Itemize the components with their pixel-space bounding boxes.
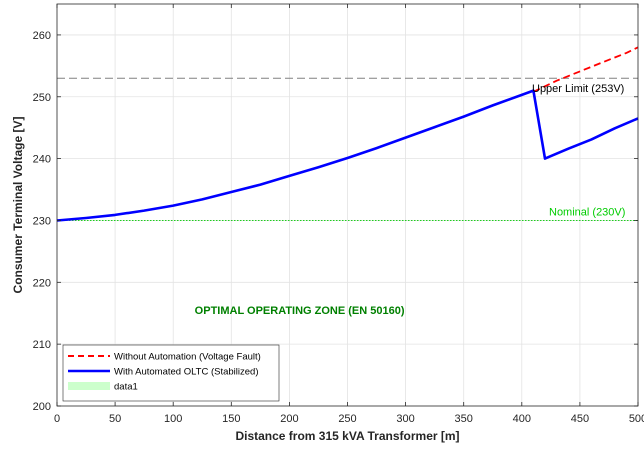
x-tick-label: 150 xyxy=(222,413,240,425)
x-tick-label: 200 xyxy=(280,413,298,425)
y-tick-label: 220 xyxy=(33,277,51,289)
x-tick-label: 450 xyxy=(571,413,589,425)
x-tick-label: 100 xyxy=(164,413,182,425)
legend-label-oltc: With Automated OLTC (Stabilized) xyxy=(114,367,259,378)
x-axis-ticks: 0 50 100 150 200 250 300 350 400 450 500 xyxy=(54,4,644,425)
optimal-zone-annotation: OPTIMAL OPERATING ZONE (EN 50160) xyxy=(195,305,405,317)
y-tick-label: 240 xyxy=(33,154,51,166)
ref-labels: Upper Limit (253V) Nominal (230V) xyxy=(532,83,625,218)
legend-box xyxy=(62,344,280,402)
x-tick-label: 350 xyxy=(455,413,473,425)
legend-swatch-data1 xyxy=(68,382,110,390)
x-axis-label: Distance from 315 kVA Transformer [m] xyxy=(235,429,459,443)
x-tick-label: 50 xyxy=(109,413,121,425)
y-tick-label: 200 xyxy=(33,401,51,413)
nominal-label: Nominal (230V) xyxy=(549,206,625,218)
y-tick-label: 250 xyxy=(33,92,51,104)
y-tick-label: 210 xyxy=(33,339,51,351)
upper-limit-label: Upper Limit (253V) xyxy=(532,83,624,95)
series-without-automation xyxy=(533,46,639,93)
legend-label-without-automation: Without Automation (Voltage Fault) xyxy=(114,352,261,363)
legend-label-data1: data1 xyxy=(114,382,138,393)
y-axis-label: Consumer Terminal Voltage [V] xyxy=(11,117,25,294)
grid xyxy=(57,4,638,406)
x-tick-label: 250 xyxy=(338,413,356,425)
y-tick-label: 230 xyxy=(33,215,51,227)
x-tick-label: 0 xyxy=(54,413,60,425)
x-tick-label: 400 xyxy=(513,413,531,425)
legend: Without Automation (Voltage Fault) With … xyxy=(62,344,280,402)
reference-lines xyxy=(57,77,638,221)
x-tick-label: 500 xyxy=(629,413,644,425)
y-axis-ticks: 200 210 220 230 240 250 260 xyxy=(33,30,638,413)
series-oltc xyxy=(56,89,639,222)
series-lines xyxy=(56,46,639,222)
y-tick-label: 260 xyxy=(33,30,51,42)
x-tick-label: 300 xyxy=(396,413,414,425)
